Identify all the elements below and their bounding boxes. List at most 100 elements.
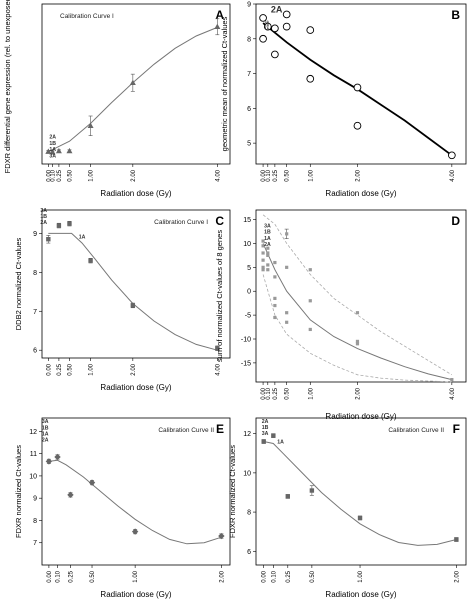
data-point [261, 268, 265, 272]
y-tick-label: 10 [243, 470, 251, 477]
x-tick-label: 4.00 [450, 169, 456, 181]
data-point [308, 268, 312, 272]
y-tick-label: 12 [29, 429, 37, 436]
chart-subtitle: Calibration Curve I [154, 219, 208, 226]
sample-annotation: 1B [40, 214, 47, 220]
x-tick-label: 0.10 [56, 570, 62, 582]
y-tick-label: 8 [247, 510, 251, 517]
data-point [130, 303, 136, 308]
sample-annotation: 1B [265, 23, 270, 27]
data-point [450, 378, 454, 382]
y-tick-label: 7 [33, 309, 37, 316]
sample-annotation: 2A [271, 5, 283, 15]
chart-subtitle: Calibration Curve I [60, 13, 114, 20]
y-tick-label: 9 [33, 231, 37, 238]
data-point [131, 528, 139, 535]
data-point [285, 320, 289, 324]
data-point [266, 268, 270, 272]
x-tick-label: 0.00 [261, 169, 267, 181]
panel-label: F [453, 422, 460, 436]
x-tick-label: 0.25 [68, 570, 74, 582]
y-tick-label: 5 [247, 141, 251, 148]
data-point [88, 258, 93, 263]
sample-annotation: 1B [49, 141, 56, 147]
x-tick-label: 0.25 [57, 169, 63, 181]
data-point [129, 79, 136, 85]
x-tick-label: 1.00 [89, 363, 95, 375]
data-point [55, 147, 62, 154]
y-tick-label: 8 [33, 270, 37, 277]
x-tick-label: 1.00 [308, 169, 314, 181]
data-point [266, 251, 270, 255]
data-point [285, 494, 290, 499]
sample-annotation: 2A [262, 419, 269, 425]
data-point [282, 22, 291, 31]
data-point [88, 479, 96, 486]
y-tick-label: 12 [243, 431, 251, 438]
x-tick-label: 0.50 [67, 363, 73, 375]
x-tick-label: 2.00 [355, 387, 361, 399]
chart-subtitle: Calibration Curve II [158, 427, 214, 434]
y-tick-label: 9 [247, 2, 251, 9]
x-tick-label: 0.00 [46, 169, 52, 181]
data-point [282, 10, 291, 19]
data-point [271, 433, 276, 438]
sample-annotation: 1B [262, 425, 269, 431]
sample-annotation: 2A [264, 242, 271, 248]
x-tick-label: 0.50 [285, 169, 291, 181]
data-point [266, 246, 270, 250]
data-point [273, 315, 277, 320]
sample-annotation: 3A [42, 419, 49, 425]
y-tick-label: -5 [245, 313, 251, 320]
data-point [261, 265, 265, 269]
data-point [353, 121, 362, 130]
data-point [56, 223, 62, 228]
panel-D: D 0.000.10 0.25 0.50 1.00 2.00 4.00 -15 -10 -5 0 5 1… [215, 209, 467, 421]
data-point [54, 453, 61, 461]
fit-line [48, 459, 222, 545]
y-tick-label: 6 [247, 549, 251, 556]
x-tick-label: 0.50 [285, 387, 291, 399]
x-tick-label: 1.00 [133, 570, 139, 582]
data-point [67, 221, 72, 226]
x-tick-label: 4.00 [215, 169, 221, 181]
data-point [306, 26, 315, 34]
panel-C: C Calibration Curve I 0.00 0.25 0.50 1.00 2.00… [14, 208, 231, 392]
y-axis-label: sum of normalized Ct-values of 8 genes [215, 230, 224, 362]
data-point [261, 251, 265, 255]
x-axis-label: Radiation dose (Gy) [325, 189, 396, 198]
x-axis-label: Radiation dose (Gy) [325, 412, 396, 421]
data-point [218, 532, 225, 540]
x-axis-label: Radiation dose (Gy) [100, 383, 171, 392]
data-point [308, 327, 312, 332]
data-point [447, 151, 456, 160]
data-point [266, 253, 270, 257]
y-tick-label: 15 [243, 217, 251, 224]
x-tick-label: 0.50 [90, 570, 96, 582]
y-tick-label: 6 [247, 106, 251, 113]
x-tick-label: 0.00 [46, 363, 52, 375]
y-tick-label: 8 [33, 518, 37, 525]
data-point [271, 24, 279, 33]
x-tick-label: 4.00 [215, 363, 221, 375]
data-point [261, 439, 266, 444]
y-axis-label: FDXR normalized Ct-values [228, 445, 237, 538]
x-tick-label: 0.10 [271, 570, 277, 582]
y-tick-label: 9 [33, 496, 37, 503]
sample-annotation: 1B [42, 425, 49, 431]
x-tick-label: 2.00 [131, 169, 137, 181]
plot-frame [41, 417, 231, 566]
sample-annotation: 2A [49, 135, 56, 141]
data-point [49, 149, 56, 155]
panel-label: A [215, 8, 224, 22]
sample-annotation: 3A [264, 224, 271, 230]
y-tick-label: 6 [33, 348, 37, 355]
y-axis-label: DDB2 normalized Ct-values [14, 237, 23, 330]
data-point [285, 265, 289, 269]
y-axis-label: FDXR differential gene expression (rel. … [3, 0, 12, 173]
sample-annotation: 1A [264, 236, 271, 242]
data-point [66, 147, 73, 154]
chart-subtitle: Calibration Curve II [388, 427, 444, 434]
y-tick-label: 10 [243, 241, 251, 248]
plot-frame [255, 3, 467, 165]
